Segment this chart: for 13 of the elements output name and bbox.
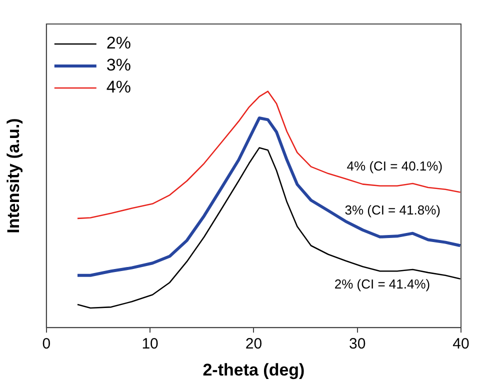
legend-label: 3% — [106, 56, 131, 75]
annotation: 4% (CI = 40.1%) — [346, 158, 443, 174]
x-tick-label: 40 — [452, 336, 470, 353]
legend-label: 2% — [106, 34, 131, 53]
x-tick-label: 10 — [142, 336, 158, 353]
x-tick-label: 20 — [245, 336, 262, 353]
x-tick-label: 30 — [349, 336, 366, 353]
legend-label: 4% — [106, 78, 131, 97]
x-axis-title: 2-theta (deg) — [202, 360, 305, 380]
annotation: 3% (CI = 41.8%) — [344, 202, 440, 218]
annotation: 2% (CI = 41.4%) — [334, 276, 430, 292]
x-tick-label: 0 — [42, 336, 51, 353]
y-axis-title: Intensity (a.u.) — [4, 118, 23, 234]
